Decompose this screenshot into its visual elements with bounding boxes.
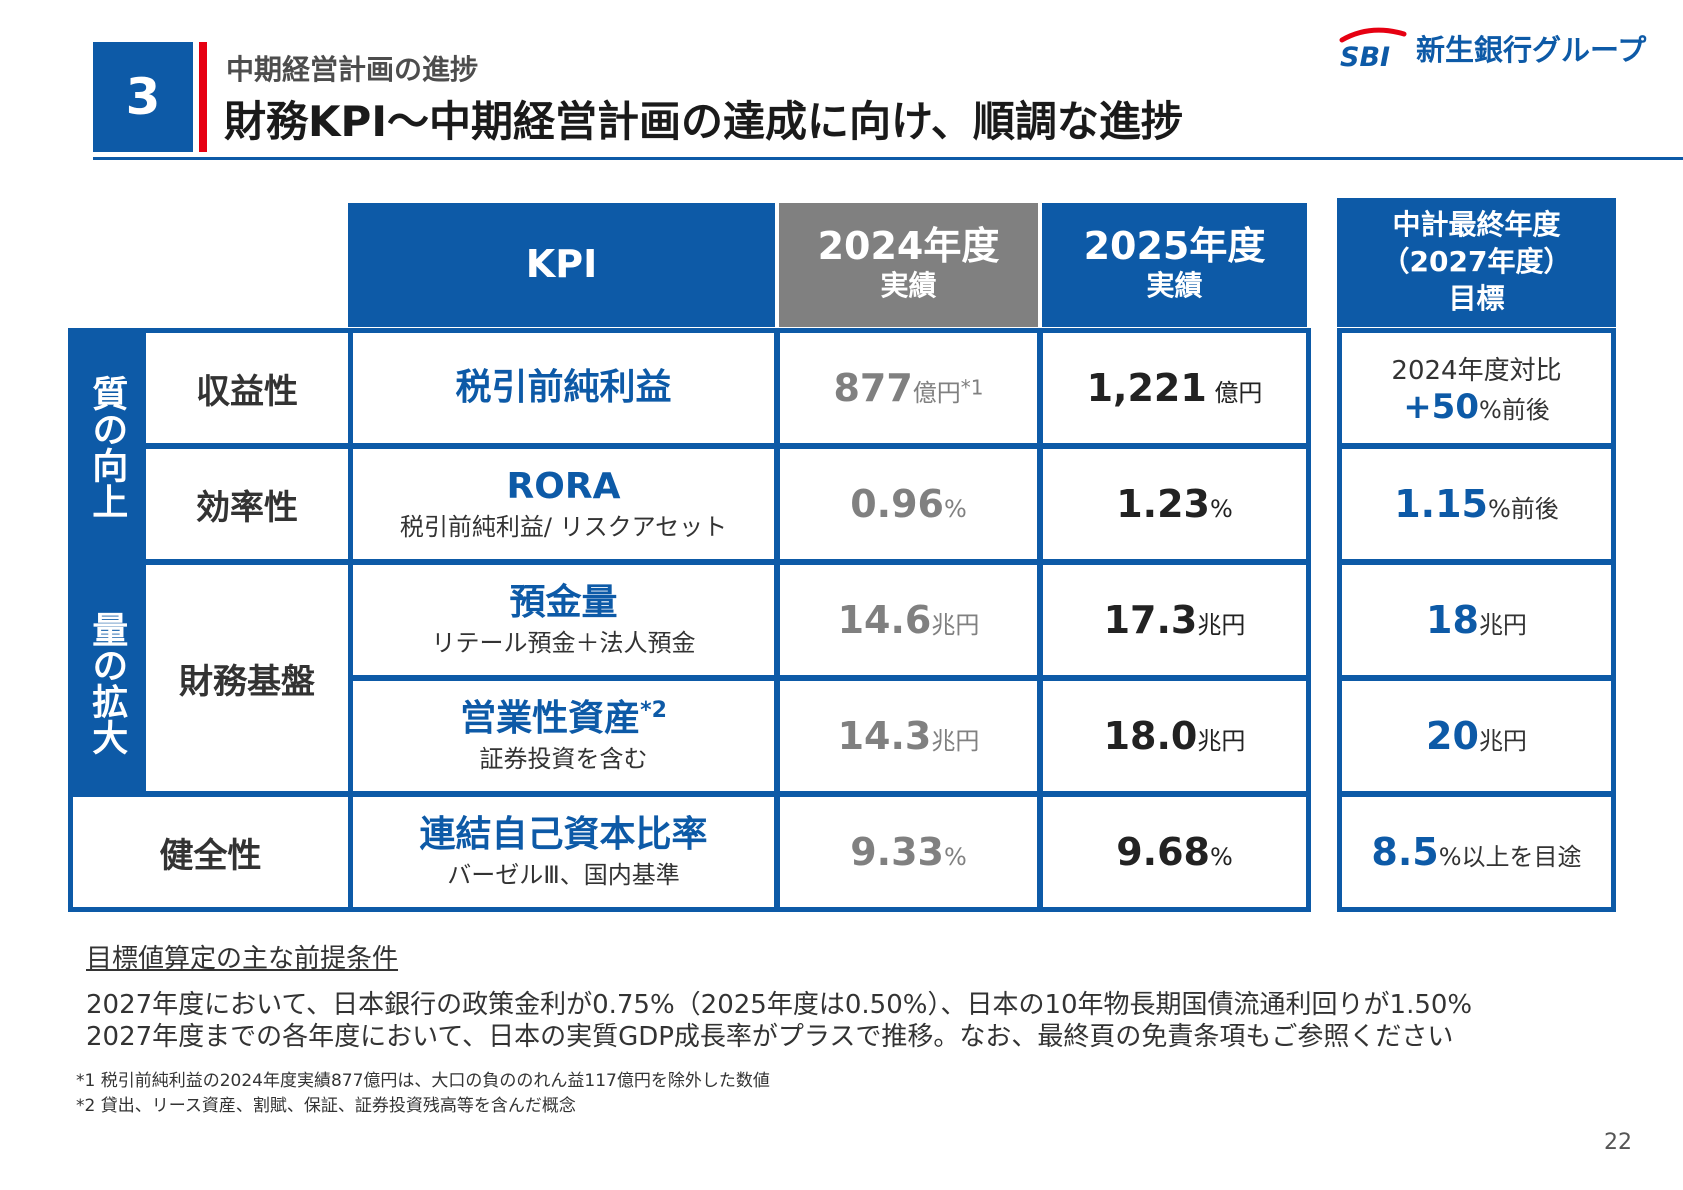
page-number: 22 [1604,1130,1632,1155]
fy2024-value: 9.33% [850,830,967,874]
kpi-subtext: リテール預金＋法人預金 [431,629,696,658]
fy2025-value-cell: 1,221 億円 [1038,328,1311,448]
header-fy2025-year: 2025年度 [1083,223,1266,268]
group-label-column [68,328,144,796]
header-fy2024-sub: 実績 [880,268,937,302]
header-target: 中計最終年度 （2027年度） 目標 [1337,198,1616,327]
fy2024-value: 14.3兆円 [837,714,980,758]
kpi-footnote-mark: *2 [640,697,667,723]
target-value: 20兆円 [1426,714,1527,758]
category-cell: 効率性 [141,444,353,564]
footnote-1: *1 税引前純利益の2024年度実績877億円は、大口の負ののれん益117億円を… [76,1071,770,1091]
target-value-cell: 8.5%以上を目途 [1337,792,1616,912]
logo-text: 新生銀行グループ [1416,33,1647,67]
kpi-cell: 税引前純利益 [348,328,779,448]
fy2025-value-cell: 17.3兆円 [1038,560,1311,680]
target-baseline: 2024年度対比 [1391,355,1562,386]
assumptions-heading: 目標値算定の主な前提条件 [86,944,399,974]
category-cell: 収益性 [141,328,353,448]
fy2024-value: 0.96% [850,482,967,526]
target-value: 18兆円 [1426,598,1527,642]
category-cell: 財務基盤 [141,560,353,796]
kpi-name-wrap: 営業性資産*2 [460,698,667,739]
page-title: 財務KPI～中期経営計画の達成に向け、順調な進捗 [224,97,1183,146]
group-quantity-label: 量の拡大 [86,611,128,755]
group-quality: 質の向上 [68,362,144,532]
group-quality-label: 質の向上 [86,375,128,519]
fy2024-value-cell: 0.96% [775,444,1042,564]
header-fy2025: 2025年度 実績 [1042,203,1307,327]
company-logo: SBI 新生銀行グループ [1338,26,1646,70]
assumption-line: 2027年度までの各年度において、日本の実質GDP成長率がプラスで推移。なお、最… [86,1022,1454,1052]
kpi-cell: RORA 税引前純利益/ リスクアセット [348,444,779,564]
fy2024-value-cell: 9.33% [775,792,1042,912]
fy2025-value-cell: 9.68% [1038,792,1311,912]
target-value: +50%前後 [1403,386,1550,427]
page-subtitle: 中期経営計画の進捗 [226,53,479,86]
fy2025-value: 1,221 億円 [1086,366,1263,410]
kpi-cell: 連結自己資本比率 バーゼルⅢ、国内基準 [348,792,779,912]
header-fy2024-year: 2024年度 [817,223,1000,268]
sbi-logo-icon: SBI [1339,27,1407,70]
footnote-2: *2 貸出、リース資産、割賦、保証、証券投資残高等を含んだ概念 [76,1096,576,1116]
fy2024-value: 14.6兆円 [837,598,980,642]
kpi-name: 営業性資産 [460,697,641,739]
kpi-cell: 営業性資産*2 証券投資を含む [348,676,779,796]
kpi-name: 連結自己資本比率 [419,813,708,855]
header-target-line3: 目標 [1448,281,1505,315]
fy2025-value: 18.0兆円 [1103,714,1246,758]
fy2025-value: 9.68% [1116,830,1233,874]
target-value: 1.15%前後 [1394,482,1559,526]
kpi-cell: 預金量 リテール預金＋法人預金 [348,560,779,680]
kpi-name: 税引前純利益 [455,367,672,409]
target-value-cell: 18兆円 [1337,560,1616,680]
kpi-name: 預金量 [509,581,618,623]
header-divider [93,157,1683,160]
fy2024-value-cell: 14.3兆円 [775,676,1042,796]
fy2024-value: 877億円*1 [833,366,984,410]
header-kpi: KPI [348,203,775,327]
header-fy2025-sub: 実績 [1146,268,1203,302]
section-number-badge: 3 [93,42,193,152]
category-cell: 健全性 [68,792,353,912]
target-value: 8.5%以上を目途 [1371,830,1582,874]
target-value-cell: 1.15%前後 [1337,444,1616,564]
kpi-subtext: バーゼルⅢ、国内基準 [447,861,680,890]
fy2025-value: 1.23% [1116,482,1233,526]
target-value-cell: 20兆円 [1337,676,1616,796]
category-label: 収益性 [196,371,298,412]
header-target-line1: 中計最終年度 [1392,208,1561,242]
fy2025-value-cell: 1.23% [1038,444,1311,564]
header-fy2024: 2024年度 実績 [779,203,1038,327]
fy2025-value: 17.3兆円 [1103,598,1246,642]
accent-bar [199,42,207,152]
category-label: 効率性 [196,487,298,528]
kpi-subtext: 税引前純利益/ リスクアセット [399,513,728,542]
kpi-name: RORA [506,465,621,507]
target-value-cell: 2024年度対比 +50%前後 [1337,328,1616,448]
logo-mark: SBI [1340,42,1390,70]
fy2025-value-cell: 18.0兆円 [1038,676,1311,796]
fy2024-value-cell: 877億円*1 [775,328,1042,448]
kpi-subtext: 証券投資を含む [479,745,648,774]
assumption-line: 2027年度において、日本銀行の政策金利が0.75%（2025年度は0.50%）… [86,990,1473,1020]
header-kpi-label: KPI [525,242,598,287]
fy2024-value-cell: 14.6兆円 [775,560,1042,680]
category-label: 財務基盤 [179,661,315,702]
header-target-line2: （2027年度） [1381,245,1572,279]
category-label: 健全性 [159,835,262,876]
group-quantity: 量の拡大 [68,598,144,768]
